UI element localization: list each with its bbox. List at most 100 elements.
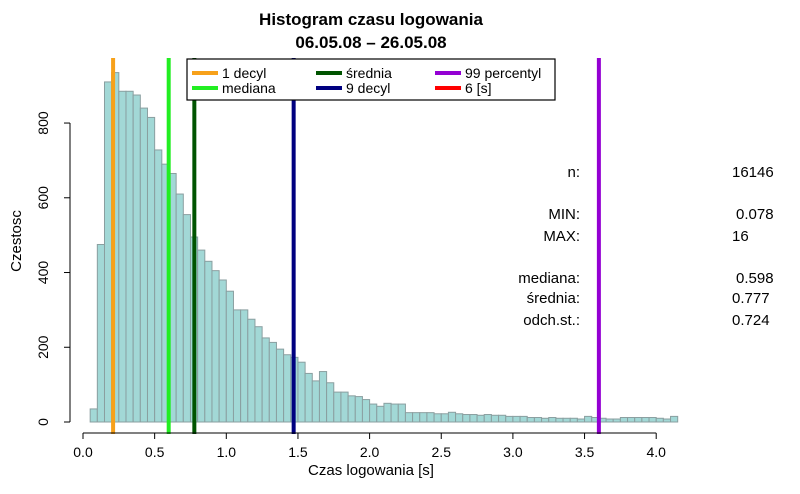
histogram-bar (297, 361, 306, 423)
x-tick-label: 3.0 (503, 444, 523, 460)
histogram-bar (404, 412, 414, 423)
legend-box (186, 58, 556, 101)
histogram-bar (455, 413, 464, 423)
stats-panel: n: 16146 MIN: 0.078 MAX: 16 mediana: 0.5… (518, 0, 800, 494)
histogram-bar (103, 81, 113, 423)
histogram-bar (619, 417, 629, 423)
histogram-bar (118, 90, 127, 423)
histogram-bar (426, 412, 435, 423)
x-tick-label: 2.5 (432, 444, 452, 460)
histogram-bar (476, 414, 485, 423)
histogram-bar (275, 348, 285, 423)
y-tick-label: 800 (35, 111, 51, 135)
histogram-bar (347, 395, 356, 423)
histogram-bar (390, 403, 399, 423)
histogram-bar (154, 149, 163, 423)
histogram-bar (247, 318, 256, 423)
histogram-bar (89, 408, 98, 423)
histogram-bar (433, 413, 442, 423)
histogram-bar (576, 418, 586, 423)
legend-label: mediana (222, 80, 276, 96)
histogram-bar (555, 417, 564, 423)
histogram-bar (605, 418, 614, 423)
histogram-bar (541, 417, 550, 423)
x-tick-label: 3.5 (575, 444, 595, 460)
stat-odch-value: 0.724 (732, 312, 770, 329)
histogram-bar (483, 414, 492, 423)
histogram-bar (584, 415, 593, 423)
x-axis-title: Czas logowania [s] (308, 462, 434, 479)
x-tick-label: 1.5 (288, 444, 308, 460)
histogram-bar (211, 270, 220, 423)
histogram-bar (361, 399, 371, 423)
histogram-bar (254, 326, 263, 423)
histogram-bar (376, 405, 385, 423)
stat-odch-label: odch.st.: (523, 312, 580, 329)
histogram-bar (419, 412, 428, 423)
histogram-bar (670, 415, 679, 423)
bars-group (89, 72, 679, 423)
histogram-bar (326, 382, 335, 423)
x-axis: 0.0 0.5 1.0 1.5 2.0 2.5 3.0 3.5 4.0 (73, 432, 666, 460)
histogram-bar (132, 94, 141, 423)
histogram-bar (627, 417, 636, 423)
x-tick-label: 0.5 (145, 444, 165, 460)
y-tick-label: 600 (35, 186, 51, 210)
histogram-bar (519, 415, 528, 423)
stat-mediana-label: mediana: (518, 270, 580, 287)
histogram-bar (333, 391, 342, 423)
reference-lines-group (111, 58, 601, 434)
histogram-bar (369, 403, 378, 423)
y-axis-title: Czestosc (8, 210, 25, 272)
x-tick-label: 1.0 (217, 444, 237, 460)
histogram-bar (548, 417, 557, 423)
legend-label: średnia (346, 65, 392, 81)
histogram-bar (197, 249, 206, 423)
histogram-bar (462, 414, 471, 423)
histogram-bar (146, 116, 156, 423)
histogram-bar (261, 337, 270, 423)
histogram-bar (526, 417, 535, 423)
histogram-bar (268, 341, 277, 423)
x-tick-label: 0.0 (73, 444, 93, 460)
legend-label: 1 decyl (222, 65, 266, 81)
histogram-bar (354, 396, 363, 423)
histogram-bar (562, 417, 571, 423)
stat-n-label: n: (567, 164, 580, 181)
legend-label: 6 [s] (465, 80, 491, 96)
y-tick-label: 400 (35, 261, 51, 285)
histogram-bar (512, 415, 521, 423)
histogram-bar (139, 107, 148, 423)
histogram-bar (612, 418, 621, 423)
histogram-bar (412, 412, 421, 423)
histogram-bar (340, 391, 349, 423)
histogram-bar (440, 413, 449, 423)
histogram-bar (96, 243, 105, 423)
histogram-bar (490, 414, 500, 423)
histogram-bar (533, 417, 543, 423)
histogram-bar (218, 279, 227, 423)
legend-label: 9 decyl (346, 80, 390, 96)
histogram-bar (240, 309, 249, 423)
y-axis: 0 200 400 600 800 (35, 111, 71, 426)
histogram-bar (182, 214, 191, 423)
histogram-bar (505, 415, 514, 423)
histogram-bar (318, 371, 328, 423)
stat-max-label: MAX: (543, 228, 580, 245)
histogram-bar (447, 411, 457, 423)
stat-min-label: MIN: (548, 206, 580, 223)
stat-min-value: 0.078 (736, 206, 774, 223)
histogram-bar (232, 309, 242, 423)
histogram-bar (469, 414, 478, 423)
histogram-bar (225, 290, 234, 423)
histogram-bar (498, 414, 507, 423)
legend-label: 99 percentyl (465, 65, 541, 81)
histogram-bar (283, 354, 292, 423)
y-tick-label: 200 (35, 335, 51, 359)
histogram-bar (304, 372, 313, 423)
y-tick-label: 0 (35, 418, 51, 426)
x-tick-label: 4.0 (646, 444, 666, 460)
chart-subtitle: 06.05.08 – 26.05.08 (295, 33, 446, 52)
x-tick-label: 2.0 (360, 444, 380, 460)
